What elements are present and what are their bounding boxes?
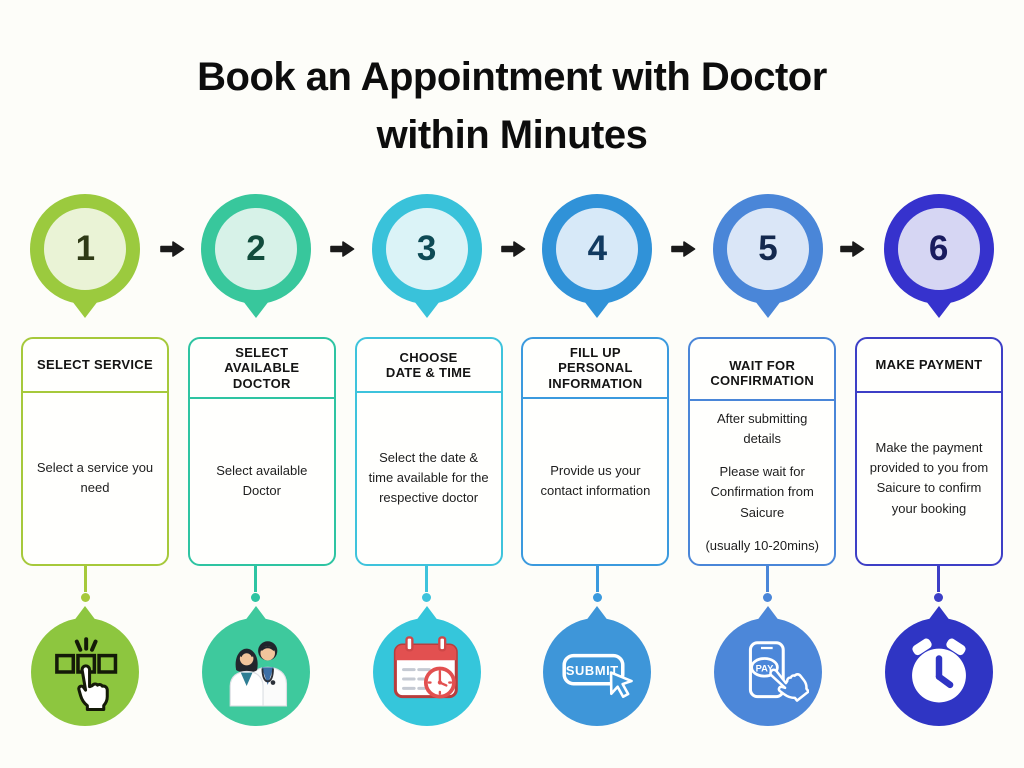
step-number: 1 [75, 229, 96, 268]
step-4-card: FILL UP PERSONAL INFORMATION Provide us … [521, 337, 670, 566]
card-body: Make the payment provided to you from Sa… [857, 393, 1001, 564]
card-title: FILL UP PERSONAL INFORMATION [523, 339, 668, 399]
pay-label: PAY [756, 663, 774, 673]
card-body: Provide us your contact information [523, 399, 667, 564]
page-title-line2: within Minutes [376, 113, 648, 157]
step-2-marker: 2 [200, 194, 311, 304]
connector-dot [422, 592, 432, 602]
submit-label: SUBMIT [566, 663, 619, 678]
card-title: WAIT FOR CONFIRMATION [690, 347, 835, 401]
step-5-marker: 5 [712, 194, 823, 304]
card-text: Select a service you need [36, 460, 154, 496]
card-body: After submitting details Please wait for… [690, 401, 834, 564]
card-title: SELECT SERVICE [23, 339, 167, 393]
step-1-marker: 1 [30, 194, 141, 304]
step-6-card: MAKE PAYMENT Make the payment provided t… [854, 337, 1003, 566]
step-icons-row: SUBMIT PAY [0, 565, 1024, 726]
arrow-right-icon [329, 240, 355, 258]
page-title-line1: Book an Appointment with Doctor [197, 55, 827, 99]
step-3-marker: 3 [371, 194, 482, 304]
connector-dot [80, 592, 90, 602]
connector-dot [592, 592, 602, 602]
card-body: Select the date & time available for the… [357, 393, 501, 564]
doctors-icon [201, 617, 310, 726]
step-number: 5 [758, 229, 778, 268]
card-title: MAKE PAYMENT [856, 339, 1001, 393]
step-3-marker-tail [413, 301, 440, 318]
step-2-card: SELECT AVAILABLE DOCTOR Select available… [187, 337, 336, 566]
alarm-clock-icon [884, 617, 993, 726]
submit-button-icon: SUBMIT [543, 617, 652, 726]
card-title: CHOOSE DATE & TIME [356, 339, 501, 393]
connector-line [766, 565, 770, 592]
card-text: Select available Doctor [216, 463, 308, 499]
mobile-pay-icon: PAY [713, 617, 822, 726]
arrow-right-icon [839, 240, 865, 258]
card-text: Select the date & time available for the… [368, 450, 489, 506]
card-text: (usually 10-20mins) [705, 537, 819, 553]
step-5-marker-tail [754, 301, 781, 318]
step-number: 2 [246, 229, 266, 268]
step-number: 4 [587, 229, 608, 268]
step-cards-row: SELECT SERVICE Select a service you need… [0, 337, 1024, 566]
card-text: Please wait for Confirmation from Saicur… [710, 464, 814, 520]
connector-line [254, 565, 258, 592]
arrow-right-icon [670, 240, 696, 258]
card-text: Make the payment provided to you from Sa… [869, 440, 989, 516]
step-6-marker: 6 [883, 194, 994, 304]
connector-line [425, 565, 429, 592]
page-title: Book an Appointment with Doctor within M… [0, 0, 1024, 164]
step-4-marker-tail [584, 301, 611, 318]
step-6-marker-tail [925, 301, 952, 318]
click-select-icon [31, 617, 140, 726]
card-text: After submitting details [717, 411, 808, 447]
step-1-card: SELECT SERVICE Select a service you need [21, 337, 169, 566]
step-number: 3 [416, 229, 437, 268]
arrow-right-icon [500, 240, 526, 258]
step-3-card: CHOOSE DATE & TIME Select the date & tim… [354, 337, 503, 566]
step-2-marker-tail [242, 301, 269, 318]
card-title: SELECT AVAILABLE DOCTOR [189, 339, 334, 399]
card-body: Select available Doctor [190, 399, 334, 564]
step-1-marker-tail [72, 301, 99, 318]
calendar-clock-icon [372, 617, 481, 726]
card-body: Select a service you need [23, 393, 167, 564]
step-number: 6 [928, 229, 949, 268]
connector-line [937, 565, 941, 592]
connector-dot [934, 592, 944, 602]
card-text: Provide us your contact information [540, 463, 651, 499]
arrow-right-icon [159, 240, 185, 258]
step-4-marker: 4 [542, 194, 653, 304]
connector-line [83, 565, 87, 592]
connector-dot [763, 592, 773, 602]
step-5-card: WAIT FOR CONFIRMATION After submitting d… [688, 337, 837, 566]
connector-dot [251, 592, 261, 602]
connector-line [595, 565, 599, 592]
step-markers-row: 1 2 3 4 5 [0, 194, 1024, 318]
